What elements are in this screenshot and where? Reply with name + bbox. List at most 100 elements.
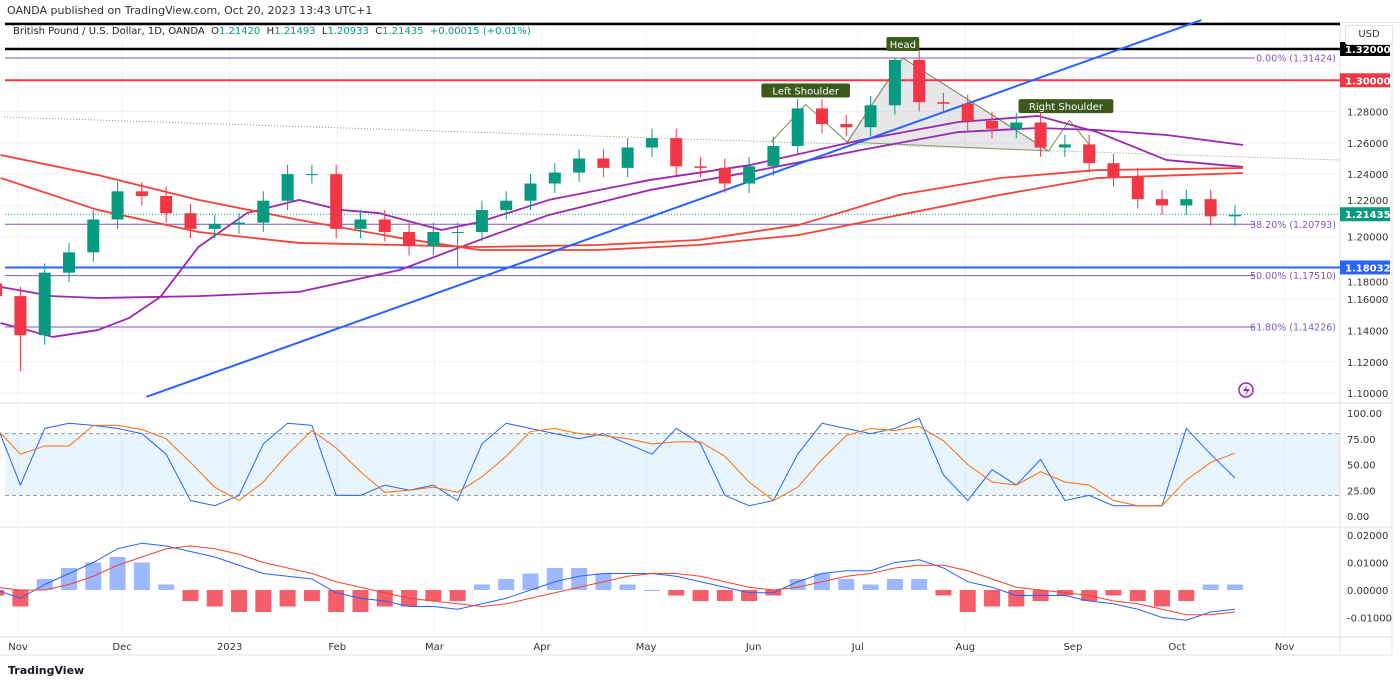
macd-histogram-bar <box>279 590 296 607</box>
last-price-tag-label: 1.21435 <box>1345 210 1391 221</box>
macd-histogram-bar <box>692 590 709 601</box>
pattern-annotation-box <box>886 37 920 52</box>
price-level-tag-label: 1.32000 <box>1345 45 1391 56</box>
macd-histogram-bar <box>498 579 515 590</box>
candle-body <box>208 224 221 229</box>
time-tick-label: Jul <box>851 642 864 653</box>
time-tick-label: Nov <box>1275 642 1295 653</box>
candle-body <box>475 210 488 232</box>
time-tick-label: Apr <box>533 642 551 653</box>
macd-histogram-bar <box>911 579 928 590</box>
price-tick-label: 1.14000 <box>1347 327 1388 338</box>
candle-body <box>111 191 124 220</box>
close-value: 1.21435 <box>382 26 424 37</box>
candle-body <box>257 200 270 223</box>
candle-body <box>621 147 634 168</box>
macd-histogram-bar <box>546 568 563 590</box>
pattern-annotation-box <box>1018 99 1114 114</box>
candle-body <box>1107 163 1120 178</box>
time-tick-label: Sep <box>1063 642 1082 653</box>
time-tick-label: Mar <box>425 642 445 653</box>
last-price-tag <box>1340 207 1390 222</box>
candle-body <box>840 124 853 128</box>
macd-histogram-bar <box>619 584 636 590</box>
pattern-annotation-box <box>761 83 850 98</box>
macd-histogram-bar <box>716 590 733 601</box>
candle-body <box>743 166 756 184</box>
macd-histogram-bar <box>158 584 175 590</box>
macd-histogram-bar <box>1129 590 1146 601</box>
candle-body <box>815 108 828 125</box>
candle-body <box>87 219 100 253</box>
price-tick-label: 1.28000 <box>1347 108 1388 119</box>
price-tick-label: 1.24000 <box>1347 170 1388 181</box>
stoch-band-fill <box>5 433 1340 496</box>
open-label: O <box>211 26 219 37</box>
macd-histogram-bar <box>1178 590 1195 601</box>
pattern-annotation-label: Head <box>890 40 916 51</box>
price-tick-label: 1.16000 <box>1347 295 1388 306</box>
currency-button[interactable]: USD <box>1345 25 1393 45</box>
ascending-trendline <box>146 19 1202 398</box>
macd-histogram-bar <box>133 562 150 590</box>
candle-body <box>500 200 513 211</box>
candle-body <box>1228 214 1241 217</box>
time-tick-label: Nov <box>8 642 28 653</box>
tradingview-logo[interactable]: TradingView <box>8 664 85 677</box>
price-tick-label: 1.12000 <box>1347 358 1388 369</box>
price-level-tag-label: 1.18032 <box>1345 263 1391 274</box>
candle-body <box>1083 144 1096 164</box>
candle-body <box>1034 122 1047 148</box>
pattern-annotation-label: Right Shoulder <box>1029 102 1104 113</box>
fib-level-label: 61.80% (1.14226) <box>1250 322 1336 333</box>
candle-body <box>330 174 343 229</box>
fib-level-label: 38.20% (1.20793) <box>1250 220 1336 231</box>
candle-body <box>281 174 294 201</box>
macd-histogram-bar <box>449 590 466 601</box>
candle-body <box>645 138 658 148</box>
candle-body <box>670 138 683 167</box>
candle-body <box>1010 122 1023 129</box>
price-level-tag <box>1340 260 1390 275</box>
candle-body <box>597 158 610 168</box>
macd-histogram-bar <box>352 590 369 612</box>
fib-level-label: 50.00% (1.17510) <box>1250 271 1336 282</box>
macd-histogram-bar <box>1226 584 1243 590</box>
macd-histogram-bar <box>862 584 879 590</box>
candle-body <box>1180 199 1193 206</box>
candle-body <box>961 103 974 121</box>
macd-histogram-bar <box>182 590 199 601</box>
macd-histogram-bar <box>571 568 588 590</box>
macd-histogram-bar <box>959 590 976 612</box>
candle-body <box>14 296 27 336</box>
high-value: 1.21493 <box>274 26 316 37</box>
candle-body <box>791 108 804 146</box>
macd-histogram-bar <box>303 590 320 601</box>
macd-histogram-bar <box>984 590 1001 607</box>
stoch-tick-label: 25.00 <box>1347 486 1376 497</box>
price-tick-label: 1.20000 <box>1347 233 1388 244</box>
stoch-tick-label: 100.00 <box>1347 409 1382 420</box>
candle-body <box>718 167 731 184</box>
low-label: L <box>321 26 328 37</box>
macd-tick-label: 0.01000 <box>1347 559 1388 570</box>
high-label: H <box>266 26 275 37</box>
candle-body <box>1156 199 1169 206</box>
macd-histogram-bar <box>741 590 758 601</box>
macd-histogram-bar <box>668 590 685 596</box>
top-border <box>0 22 1400 23</box>
candle-body <box>888 59 901 106</box>
macd-histogram-bar <box>231 590 248 612</box>
macd-histogram-bar <box>643 590 660 591</box>
lightning-icon-glyph <box>1243 385 1250 396</box>
macd-histogram-bar <box>328 590 345 612</box>
price-tick-label: 1.18000 <box>1347 277 1388 288</box>
symbol-name: British Pound / U.S. Dollar, 1D, OANDA <box>13 26 205 37</box>
candle-body <box>0 283 3 297</box>
macd-tick-label: 0.00000 <box>1347 586 1388 597</box>
pattern-annotation-label: Left Shoulder <box>772 87 839 98</box>
macd-histogram-bar <box>522 573 539 590</box>
lightning-icon[interactable] <box>1238 382 1254 398</box>
time-tick-label: Dec <box>112 642 131 653</box>
